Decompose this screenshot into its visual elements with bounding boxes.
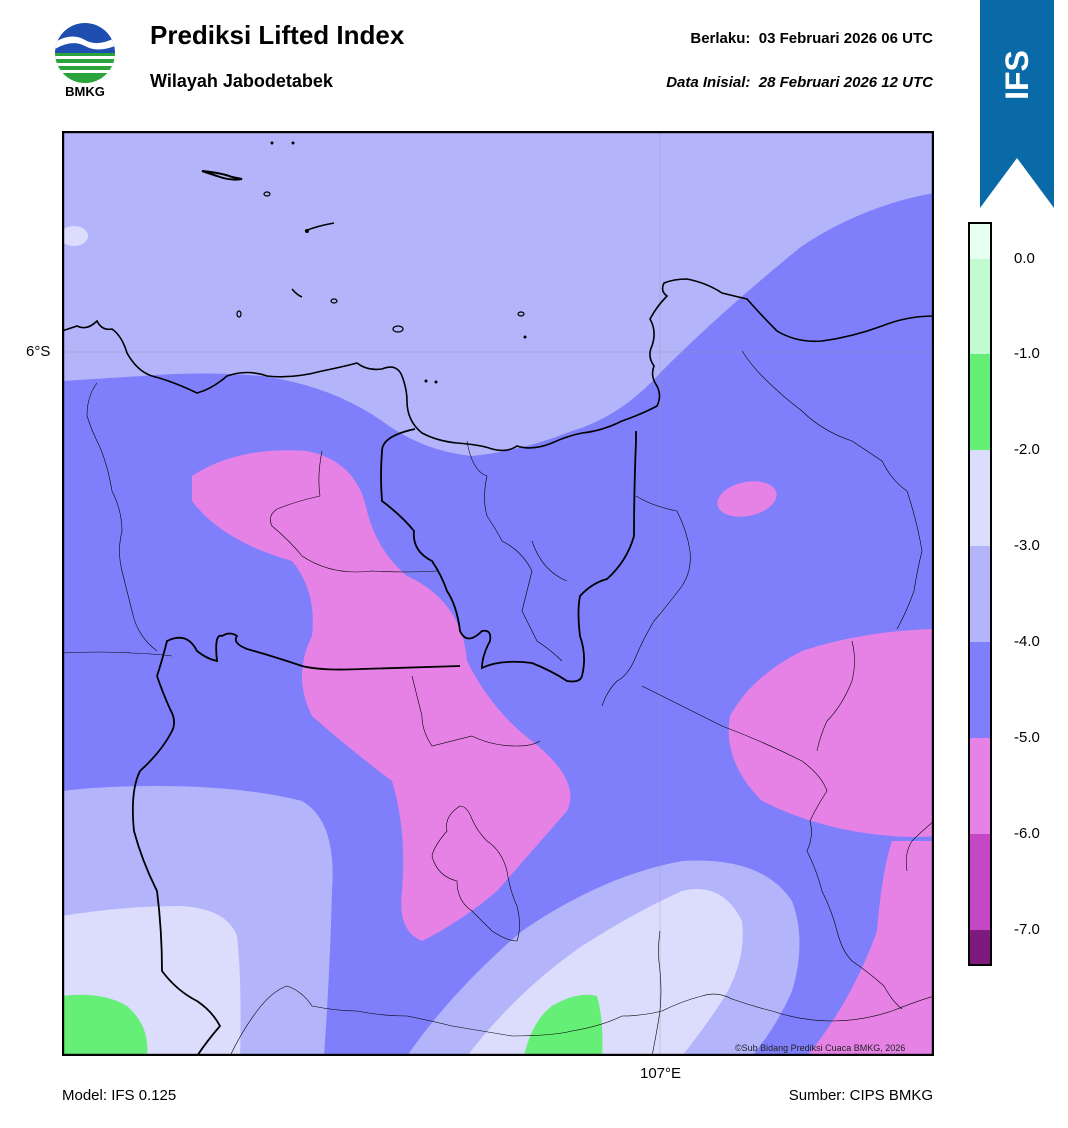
model-info: Model: IFS 0.125 (62, 1087, 177, 1104)
valid-time: Berlaku: 03 Februari 2026 06 UTC (690, 30, 933, 47)
island (263, 191, 271, 197)
cbar-seg-2-3 (970, 450, 990, 547)
island (201, 170, 243, 181)
province-boundary (380, 428, 637, 683)
li-zone-central (192, 450, 571, 941)
island (236, 310, 242, 318)
li-zone-south-inner (467, 889, 743, 1056)
cbar-seg-3-4 (970, 546, 990, 643)
island (517, 311, 525, 317)
regency-boundary (431, 805, 520, 942)
valid-time-value: 03 Februari 2026 06 UTC (758, 30, 933, 47)
regency-boundary (86, 382, 158, 652)
cbar-tick-label: -5.0 (1014, 729, 1040, 746)
cbar-tick-label: -6.0 (1014, 825, 1040, 842)
regency-boundary (741, 350, 923, 630)
li-zone-nw-light (62, 226, 88, 246)
map-frame (62, 131, 934, 1056)
init-time-value: 28 Februari 2026 12 UTC (758, 74, 933, 91)
regency-boundary (641, 685, 903, 1010)
cbar-tick-label: -2.0 (1014, 441, 1040, 458)
regency-boundary (270, 450, 438, 573)
regency-boundary (905, 820, 934, 872)
bmkg-logo-icon (52, 20, 118, 102)
lifted-index-map (62, 131, 934, 1056)
island (434, 380, 438, 384)
cbar-seg-5-6 (970, 738, 990, 835)
li-zone-east (728, 629, 934, 837)
cbar-seg-0-1 (970, 259, 990, 355)
valid-time-label: Berlaku: (690, 30, 751, 47)
island (291, 288, 303, 298)
province-boundary (131, 632, 461, 1056)
map-subtitle: Wilayah Jabodetabek (150, 71, 333, 91)
island (392, 325, 404, 333)
li-zone-south-green (524, 994, 603, 1056)
regency-boundary (62, 651, 173, 657)
cbar-tick-label: 0.0 (1014, 250, 1035, 267)
li-zone-east-small (717, 481, 777, 517)
cbar-seg-1-2 (970, 354, 990, 451)
regency-boundary (229, 985, 934, 1056)
regency-boundary (816, 640, 855, 752)
island (305, 229, 309, 233)
init-time: Data Inisial: 28 Februari 2026 12 UTC (666, 74, 933, 91)
cbar-tick-label: -7.0 (1014, 921, 1040, 938)
init-time-label: Data Inisial: (666, 74, 751, 91)
cbar-tick-label: -4.0 (1014, 633, 1040, 650)
cbar-seg-ge0 (970, 224, 990, 260)
lat-label-6s: 6°S (26, 343, 51, 360)
island (330, 298, 338, 304)
cbar-tick-label: -1.0 (1014, 345, 1040, 362)
island (523, 335, 527, 339)
regency-boundary (466, 440, 563, 662)
map-title: Prediksi Lifted Index (150, 20, 405, 50)
li-zone-north (62, 131, 934, 456)
copyright-text: ©Sub Bidang Prediksi Cuaca BMKG, 2026 (735, 1043, 906, 1053)
cbar-seg-lt7 (970, 930, 990, 964)
colorbar (968, 222, 998, 966)
coastline (62, 278, 934, 452)
island (424, 379, 428, 383)
ifs-badge-text: IFS (998, 50, 1035, 100)
li-zone-sw-green (62, 994, 148, 1056)
bmkg-logo-text: BMKG (65, 84, 105, 99)
source-info: Sumber: CIPS BMKG (788, 1087, 933, 1104)
island (291, 141, 295, 145)
regency-boundary (601, 495, 691, 707)
li-zone-southeast (807, 841, 934, 1056)
ifs-badge (980, 0, 1054, 208)
regency-boundary (411, 675, 541, 747)
regency-boundary (651, 930, 662, 1056)
island (270, 141, 274, 145)
cbar-tick-label: -3.0 (1014, 537, 1040, 554)
lon-label-107e: 107°E (640, 1065, 682, 1082)
cbar-seg-4-5 (970, 642, 990, 739)
regency-boundary (531, 540, 568, 582)
cbar-seg-6-7 (970, 834, 990, 931)
